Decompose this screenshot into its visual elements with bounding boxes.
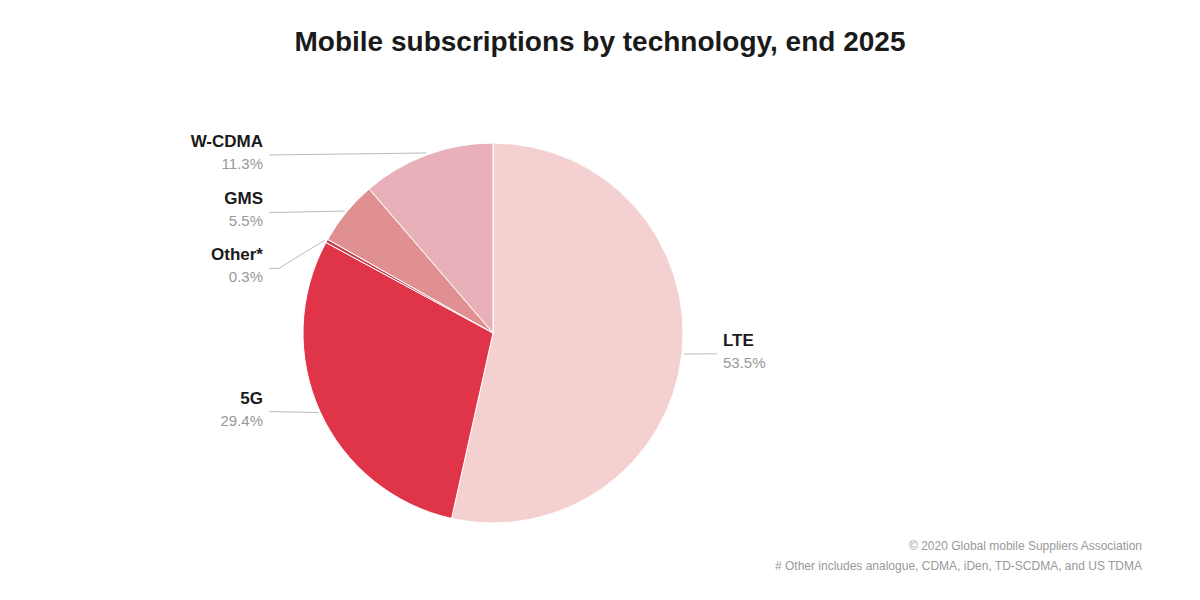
svg-text:5G: 5G	[240, 389, 263, 408]
html-text:Mobile subscriptions by techno: Mobile subscriptions by technology, end …	[294, 26, 906, 57]
svg-text:W-CDMA: W-CDMA	[191, 132, 263, 151]
svg-text:53.5%: 53.5%	[723, 354, 766, 371]
html-text:# Other includes analogue, CDM: # Other includes analogue, CDMA, iDen, T…	[775, 559, 1142, 573]
svg-text:LTE: LTE	[723, 331, 754, 350]
html-text:© 2020 Global mobile Suppliers: © 2020 Global mobile Suppliers Associati…	[909, 539, 1142, 553]
svg-text:29.4%: 29.4%	[220, 412, 263, 429]
svg-text:Other*: Other*	[211, 245, 263, 264]
svg-text:GMS: GMS	[224, 189, 263, 208]
svg-text:5.5%: 5.5%	[229, 212, 263, 229]
svg-text:0.3%: 0.3%	[229, 268, 263, 285]
svg-text:11.3%: 11.3%	[222, 155, 263, 172]
